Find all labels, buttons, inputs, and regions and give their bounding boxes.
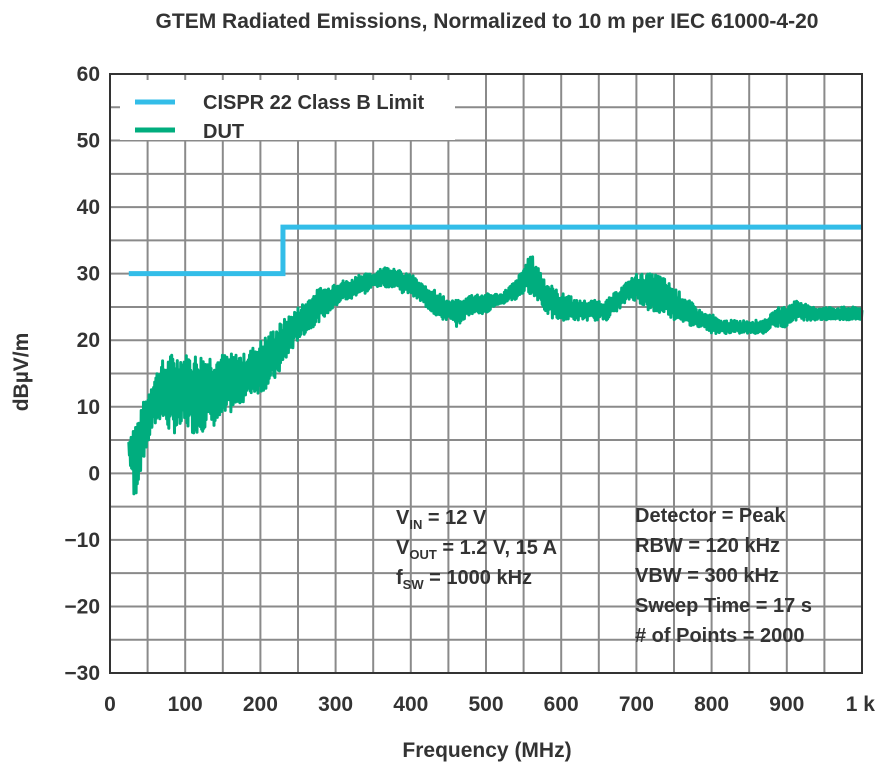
x-tick-label: 200 <box>243 693 278 716</box>
annotation-setting: RBW = 120 kHz <box>635 535 780 557</box>
legend-label-limit: CISPR 22 Class B Limit <box>203 92 425 114</box>
x-tick-label: 700 <box>619 693 654 716</box>
x-tick-label: 300 <box>318 693 353 716</box>
dut-series <box>127 255 864 496</box>
y-tick-label: −10 <box>64 529 100 552</box>
x-tick-label: 400 <box>393 693 428 716</box>
x-tick-label: 800 <box>694 693 729 716</box>
x-tick-labels: 0 100 200 300 400 500 600 700 800 900 1 k <box>104 693 875 716</box>
y-tick-label: 30 <box>77 263 100 286</box>
y-tick-label: 10 <box>77 396 100 419</box>
x-tick-label: 1 k <box>846 693 876 716</box>
x-tick-label: 0 <box>104 693 116 716</box>
y-tick-label: −20 <box>64 595 100 618</box>
y-axis-label: dBµV/m <box>10 333 33 412</box>
annotation-setting: Detector = Peak <box>635 505 787 527</box>
y-tick-label: 20 <box>77 329 100 352</box>
x-tick-label: 500 <box>468 693 503 716</box>
y-tick-label: −30 <box>64 662 100 685</box>
x-tick-label: 100 <box>168 693 203 716</box>
annotation-setting: Sweep Time = 17 s <box>635 595 812 617</box>
y-tick-label: 0 <box>88 462 100 485</box>
annotation-condition: fSW = 1000 kHz <box>396 567 532 592</box>
y-tick-label: 40 <box>77 196 100 219</box>
test-conditions: VIN = 12 V VOUT = 1.2 V, 15 A fSW = 1000 k… <box>396 505 812 647</box>
y-tick-labels: 60 50 40 30 20 10 0 −10 −20 −30 <box>64 63 100 685</box>
y-tick-label: 50 <box>77 130 100 153</box>
grid-lines <box>110 74 862 673</box>
x-tick-label: 600 <box>544 693 579 716</box>
chart-title: GTEM Radiated Emissions, Normalized to 1… <box>156 10 819 33</box>
annotation-condition: VIN = 12 V <box>396 507 487 532</box>
x-axis-label: Frequency (MHz) <box>402 739 571 762</box>
y-tick-label: 60 <box>77 63 100 86</box>
plot-frame <box>109 73 863 674</box>
legend-box <box>120 80 455 140</box>
legend: CISPR 22 Class B Limit DUT <box>120 80 455 143</box>
limit-series <box>128 224 862 277</box>
dut-line <box>127 255 864 496</box>
annotation-setting: # of Points = 2000 <box>635 625 805 647</box>
legend-label-dut: DUT <box>203 121 244 143</box>
limit-line <box>128 224 862 277</box>
annotation-condition: VOUT = 1.2 V, 15 A <box>396 537 557 562</box>
annotation-setting: VBW = 300 kHz <box>635 565 779 587</box>
x-tick-label: 900 <box>769 693 804 716</box>
